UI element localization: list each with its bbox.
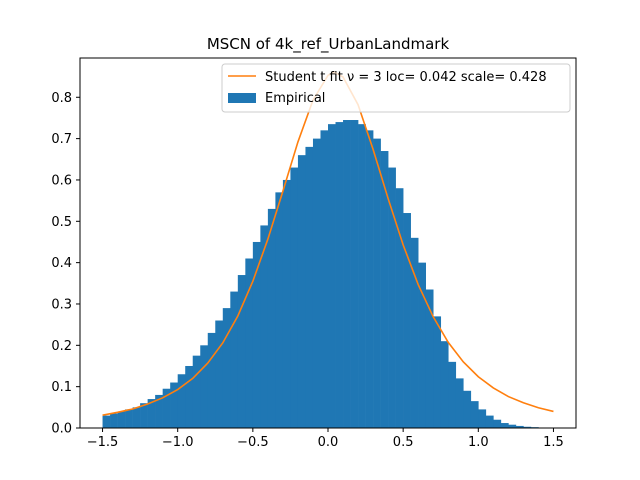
histogram-bar (388, 167, 396, 428)
histogram-bar (222, 308, 231, 428)
histogram-bar (493, 419, 502, 428)
histogram-bar (290, 167, 299, 428)
histogram-bar (403, 213, 411, 428)
histogram-bar (170, 382, 178, 428)
histogram-bar (215, 320, 224, 428)
histogram-bar (282, 179, 291, 428)
histogram-bar (425, 289, 434, 428)
x-axis: −1.5 −1.0 −0.5 0.0 0.5 1.0 1.5 (87, 428, 564, 450)
histogram-bar (343, 120, 351, 428)
y-tick-label: 0.1 (51, 380, 72, 395)
histogram-bar (335, 122, 344, 428)
histogram-bar (500, 423, 509, 428)
histogram-bar (470, 401, 479, 428)
histogram-bar (455, 378, 464, 428)
histogram-bar (260, 225, 269, 428)
y-axis: 0.0 0.1 0.2 0.3 0.4 0.5 0.6 0.7 0.8 (51, 91, 80, 437)
histogram-bar (252, 241, 261, 428)
histogram-bar (207, 332, 216, 428)
y-tick-label: 0.0 (51, 422, 72, 437)
histogram-bar (478, 409, 487, 428)
y-tick-label: 0.4 (51, 256, 72, 271)
histogram-bar (185, 365, 194, 428)
x-tick-label: 0.5 (393, 435, 414, 450)
histogram-bar (102, 415, 111, 428)
legend-empirical-label: Empirical (265, 91, 325, 106)
y-tick-label: 0.2 (51, 339, 72, 354)
y-tick-label: 0.8 (51, 91, 72, 106)
histogram-bar (117, 411, 126, 428)
histogram-bar (515, 425, 524, 428)
y-tick-label: 0.5 (51, 215, 72, 230)
histogram-bars (102, 120, 554, 429)
histogram-bar (230, 291, 239, 428)
histogram-bar (125, 409, 133, 428)
x-tick-label: −1.5 (87, 435, 119, 450)
histogram-bar (463, 390, 472, 428)
histogram-bar (395, 188, 404, 428)
histogram-bar (508, 424, 517, 428)
histogram-bar (312, 138, 321, 428)
histogram-bar (410, 237, 419, 428)
x-tick-label: 1.5 (543, 435, 564, 450)
histogram-bar (140, 403, 148, 428)
legend-box (221, 63, 571, 113)
histogram-bar (448, 361, 457, 428)
histogram-bar (485, 415, 494, 428)
y-tick-label: 0.3 (51, 297, 72, 312)
histogram-bar (305, 146, 314, 428)
histogram-bar (177, 374, 186, 428)
histogram-bar (373, 138, 381, 428)
histogram-bar (132, 407, 141, 428)
histogram-bar (110, 413, 118, 428)
histogram-bar (433, 316, 442, 428)
x-tick-label: 0.0 (318, 435, 339, 450)
chart-title: MSCN of 4k_ref_UrbanLandmark (207, 35, 450, 54)
histogram-bar (147, 399, 156, 428)
legend-empirical-swatch (228, 93, 256, 103)
x-tick-label: −0.5 (237, 435, 269, 450)
legend-fit-label: Student t fit ν = 3 loc= 0.042 scale= 0.… (265, 70, 547, 85)
x-tick-label: 1.0 (468, 435, 489, 450)
legend: Student t fit ν = 3 loc= 0.042 scale= 0.… (221, 63, 571, 113)
histogram-bar (192, 355, 201, 428)
histogram-bar (155, 394, 163, 428)
x-tick-label: −1.0 (162, 435, 194, 450)
histogram-bar (297, 155, 306, 429)
histogram-bar (237, 275, 246, 428)
histogram-bar (365, 130, 374, 428)
histogram-bar (440, 341, 449, 428)
histogram-bar (328, 124, 336, 428)
histogram-bar (275, 192, 284, 428)
y-tick-label: 0.7 (51, 132, 72, 147)
histogram-bar (358, 124, 366, 428)
y-tick-label: 0.6 (51, 173, 72, 188)
histogram-bar (523, 426, 532, 428)
histogram-bar (267, 208, 276, 428)
histogram-bar (350, 120, 359, 428)
histogram-bar (320, 130, 329, 428)
histogram-bar (380, 151, 389, 428)
histogram-bar (245, 258, 254, 428)
histogram-bar (162, 388, 171, 428)
histogram-bar (418, 262, 426, 428)
histogram-bar (200, 345, 209, 428)
